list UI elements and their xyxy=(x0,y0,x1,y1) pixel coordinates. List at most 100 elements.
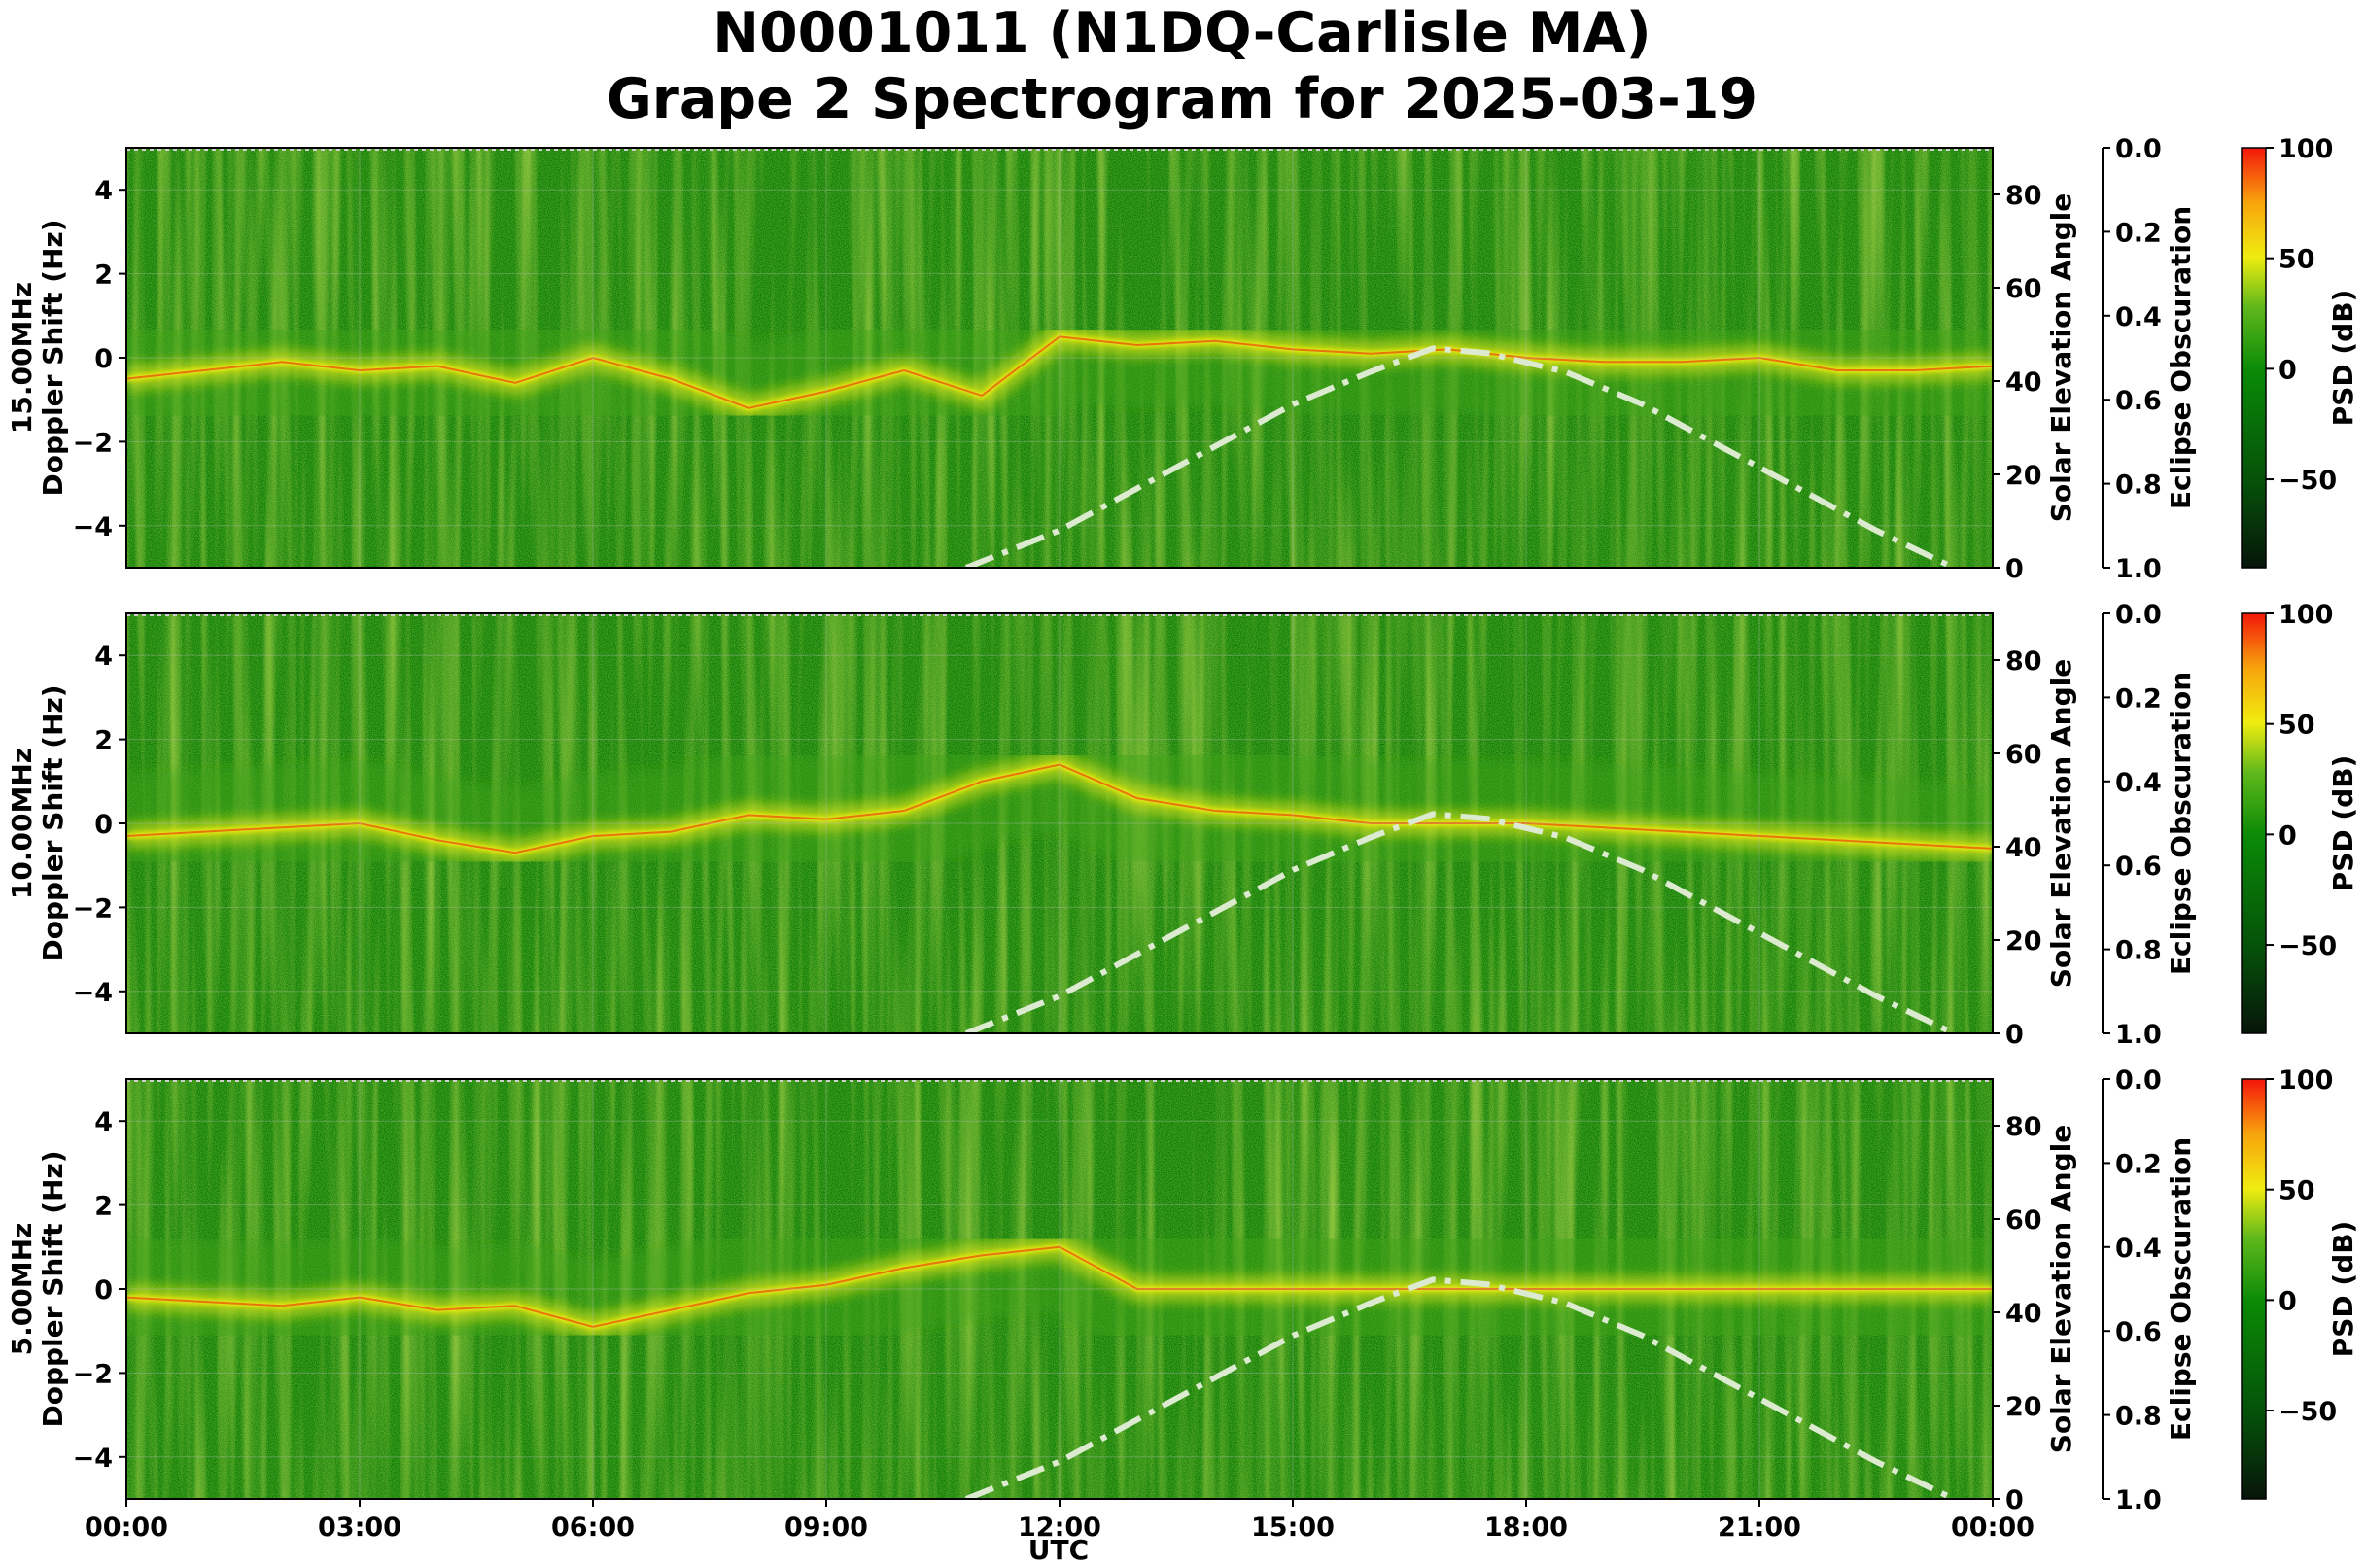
y-tick-label: 2 xyxy=(94,726,113,756)
y-axis-label-doppler: Doppler Shift (Hz) xyxy=(37,219,69,496)
colorbar-tick-label: 100 xyxy=(2278,134,2333,164)
eclipse-tick-label: 1.0 xyxy=(2115,1020,2162,1050)
solar-elevation-axis-label: Solar Elevation Angle xyxy=(2045,659,2077,988)
x-tick-label: 21:00 xyxy=(1718,1513,1801,1543)
figure-title-line2: Grape 2 Spectrogram for 2025-03-19 xyxy=(607,67,1757,131)
solar-elevation-curve xyxy=(964,345,1956,568)
colorbar-tick-label: 0 xyxy=(2278,820,2297,851)
y-tick-label: 4 xyxy=(94,176,113,206)
colorbar-tick-label: 100 xyxy=(2278,600,2333,630)
solar-tick-label: 20 xyxy=(2005,1392,2042,1422)
eclipse-tick-label: 0.2 xyxy=(2115,683,2162,714)
eclipse-tick-label: 0.4 xyxy=(2115,768,2162,798)
solar-tick-label: 40 xyxy=(2005,367,2042,398)
y-axis-label-doppler: Doppler Shift (Hz) xyxy=(37,1150,69,1427)
spectrogram-area xyxy=(126,148,1993,568)
eclipse-tick-label: 0.4 xyxy=(2115,1234,2162,1264)
colorbar-tick-label: 50 xyxy=(2278,1176,2315,1206)
eclipse-tick-label: 0.2 xyxy=(2115,1149,2162,1179)
y-tick-label: −2 xyxy=(73,893,113,923)
solar-tick-label: 0 xyxy=(2005,1020,2024,1050)
y-axis-label-frequency: 5.00MHz xyxy=(6,1223,38,1356)
doppler-trace-core xyxy=(126,1245,1993,1328)
colorbar-tick-label: 50 xyxy=(2278,711,2315,741)
y-tick-label: 4 xyxy=(94,1107,113,1137)
eclipse-tick-label: 0.0 xyxy=(2115,600,2162,630)
y-tick-label: 4 xyxy=(94,642,113,672)
eclipse-tick-label: 1.0 xyxy=(2115,554,2162,584)
eclipse-tick-label: 0.2 xyxy=(2115,218,2162,248)
eclipse-tick-label: 0.6 xyxy=(2115,1317,2162,1347)
colorbar xyxy=(2241,1078,2267,1500)
x-tick-label: 00:00 xyxy=(85,1513,168,1543)
x-tick-label: 12:00 xyxy=(1018,1513,1101,1543)
y-tick-label: 0 xyxy=(94,344,113,374)
eclipse-tick-label: 0.6 xyxy=(2115,852,2162,882)
colorbar-label: PSD (dB) xyxy=(2327,1221,2359,1358)
y-tick-label: 0 xyxy=(94,810,113,840)
solar-tick-label: 20 xyxy=(2005,461,2042,491)
y-axis-label-frequency: 10.00MHz xyxy=(6,748,38,899)
solar-tick-label: 60 xyxy=(2005,740,2042,770)
colorbar-tick-label: 0 xyxy=(2278,355,2297,385)
x-tick-label: 06:00 xyxy=(551,1513,635,1543)
eclipse-tick-label: 0.8 xyxy=(2115,1402,2162,1432)
x-tick-label: 15:00 xyxy=(1251,1513,1335,1543)
doppler-trace-core xyxy=(126,335,1993,409)
solar-tick-label: 0 xyxy=(2005,1485,2024,1516)
eclipse-tick-label: 0.8 xyxy=(2115,936,2162,966)
solar-tick-label: 40 xyxy=(2005,833,2042,863)
x-axis: 00:00 03:00 06:00 09:00 12:00 15:00 18:00 21:00… xyxy=(85,1499,2035,1543)
spectrogram-panels: 420−2−415.00MHz Doppler Shift (Hz)8060402… xyxy=(6,134,2359,1516)
y-tick-label: −2 xyxy=(73,1359,113,1389)
solar-elevation-curve xyxy=(964,811,1956,1033)
solar-elevation-axis-label: Solar Elevation Angle xyxy=(2045,1125,2077,1453)
solar-tick-label: 20 xyxy=(2005,926,2042,957)
panel-15-mhz: 420−2−415.00MHz Doppler Shift (Hz)8060402… xyxy=(6,134,2359,584)
eclipse-tick-label: 0.4 xyxy=(2115,302,2162,332)
colorbar-label: PSD (dB) xyxy=(2327,755,2359,892)
solar-tick-label: 80 xyxy=(2005,181,2042,211)
figure-title-line1: N0001011 (N1DQ-Carlisle MA) xyxy=(713,1,1651,65)
y-axis-label-frequency: 15.00MHz xyxy=(6,282,38,434)
y-tick-label: 2 xyxy=(94,1192,113,1222)
colorbar-tick-label: 100 xyxy=(2278,1065,2333,1096)
x-tick-label: 09:00 xyxy=(784,1513,868,1543)
solar-elevation-curve xyxy=(964,1276,1956,1499)
eclipse-tick-label: 0.0 xyxy=(2115,134,2162,164)
x-tick-label: 18:00 xyxy=(1484,1513,1568,1543)
colorbar xyxy=(2241,147,2267,569)
x-tick-label: 00:00 xyxy=(1951,1513,2035,1543)
spectrogram-area xyxy=(126,1079,1993,1499)
eclipse-axis-label: Eclipse Obscuration xyxy=(2165,672,2197,975)
y-tick-label: 2 xyxy=(94,261,113,291)
y-tick-label: −4 xyxy=(73,1444,113,1474)
y-axis-label-doppler: Doppler Shift (Hz) xyxy=(37,684,69,961)
colorbar-tick-label: −50 xyxy=(2278,1397,2337,1427)
solar-elevation-axis-label: Solar Elevation Angle xyxy=(2045,193,2077,522)
x-axis-label: UTC xyxy=(1028,1534,1089,1566)
colorbar-tick-label: −50 xyxy=(2278,466,2337,496)
eclipse-tick-label: 0.6 xyxy=(2115,386,2162,416)
solar-tick-label: 0 xyxy=(2005,554,2024,584)
colorbar-label: PSD (dB) xyxy=(2327,290,2359,427)
panel-10-mhz: 420−2−410.00MHz Doppler Shift (Hz)8060402… xyxy=(6,600,2359,1050)
solar-tick-label: 60 xyxy=(2005,1205,2042,1236)
x-tick-label: 03:00 xyxy=(318,1513,401,1543)
eclipse-tick-label: 0.0 xyxy=(2115,1065,2162,1096)
y-tick-label: −4 xyxy=(73,978,113,1008)
y-tick-label: −2 xyxy=(73,428,113,458)
solar-tick-label: 80 xyxy=(2005,1112,2042,1142)
colorbar xyxy=(2241,612,2267,1034)
eclipse-axis-label: Eclipse Obscuration xyxy=(2165,206,2197,509)
doppler-trace-core xyxy=(126,763,1993,854)
colorbar-tick-label: 0 xyxy=(2278,1286,2297,1316)
solar-tick-label: 80 xyxy=(2005,646,2042,677)
solar-tick-label: 40 xyxy=(2005,1299,2042,1329)
colorbar-tick-label: −50 xyxy=(2278,931,2337,961)
panel-5-mhz: 420−2−45.00MHz Doppler Shift (Hz)80604020… xyxy=(6,1065,2359,1516)
colorbar-tick-label: 50 xyxy=(2278,245,2315,275)
y-tick-label: −4 xyxy=(73,512,113,542)
eclipse-tick-label: 1.0 xyxy=(2115,1485,2162,1516)
